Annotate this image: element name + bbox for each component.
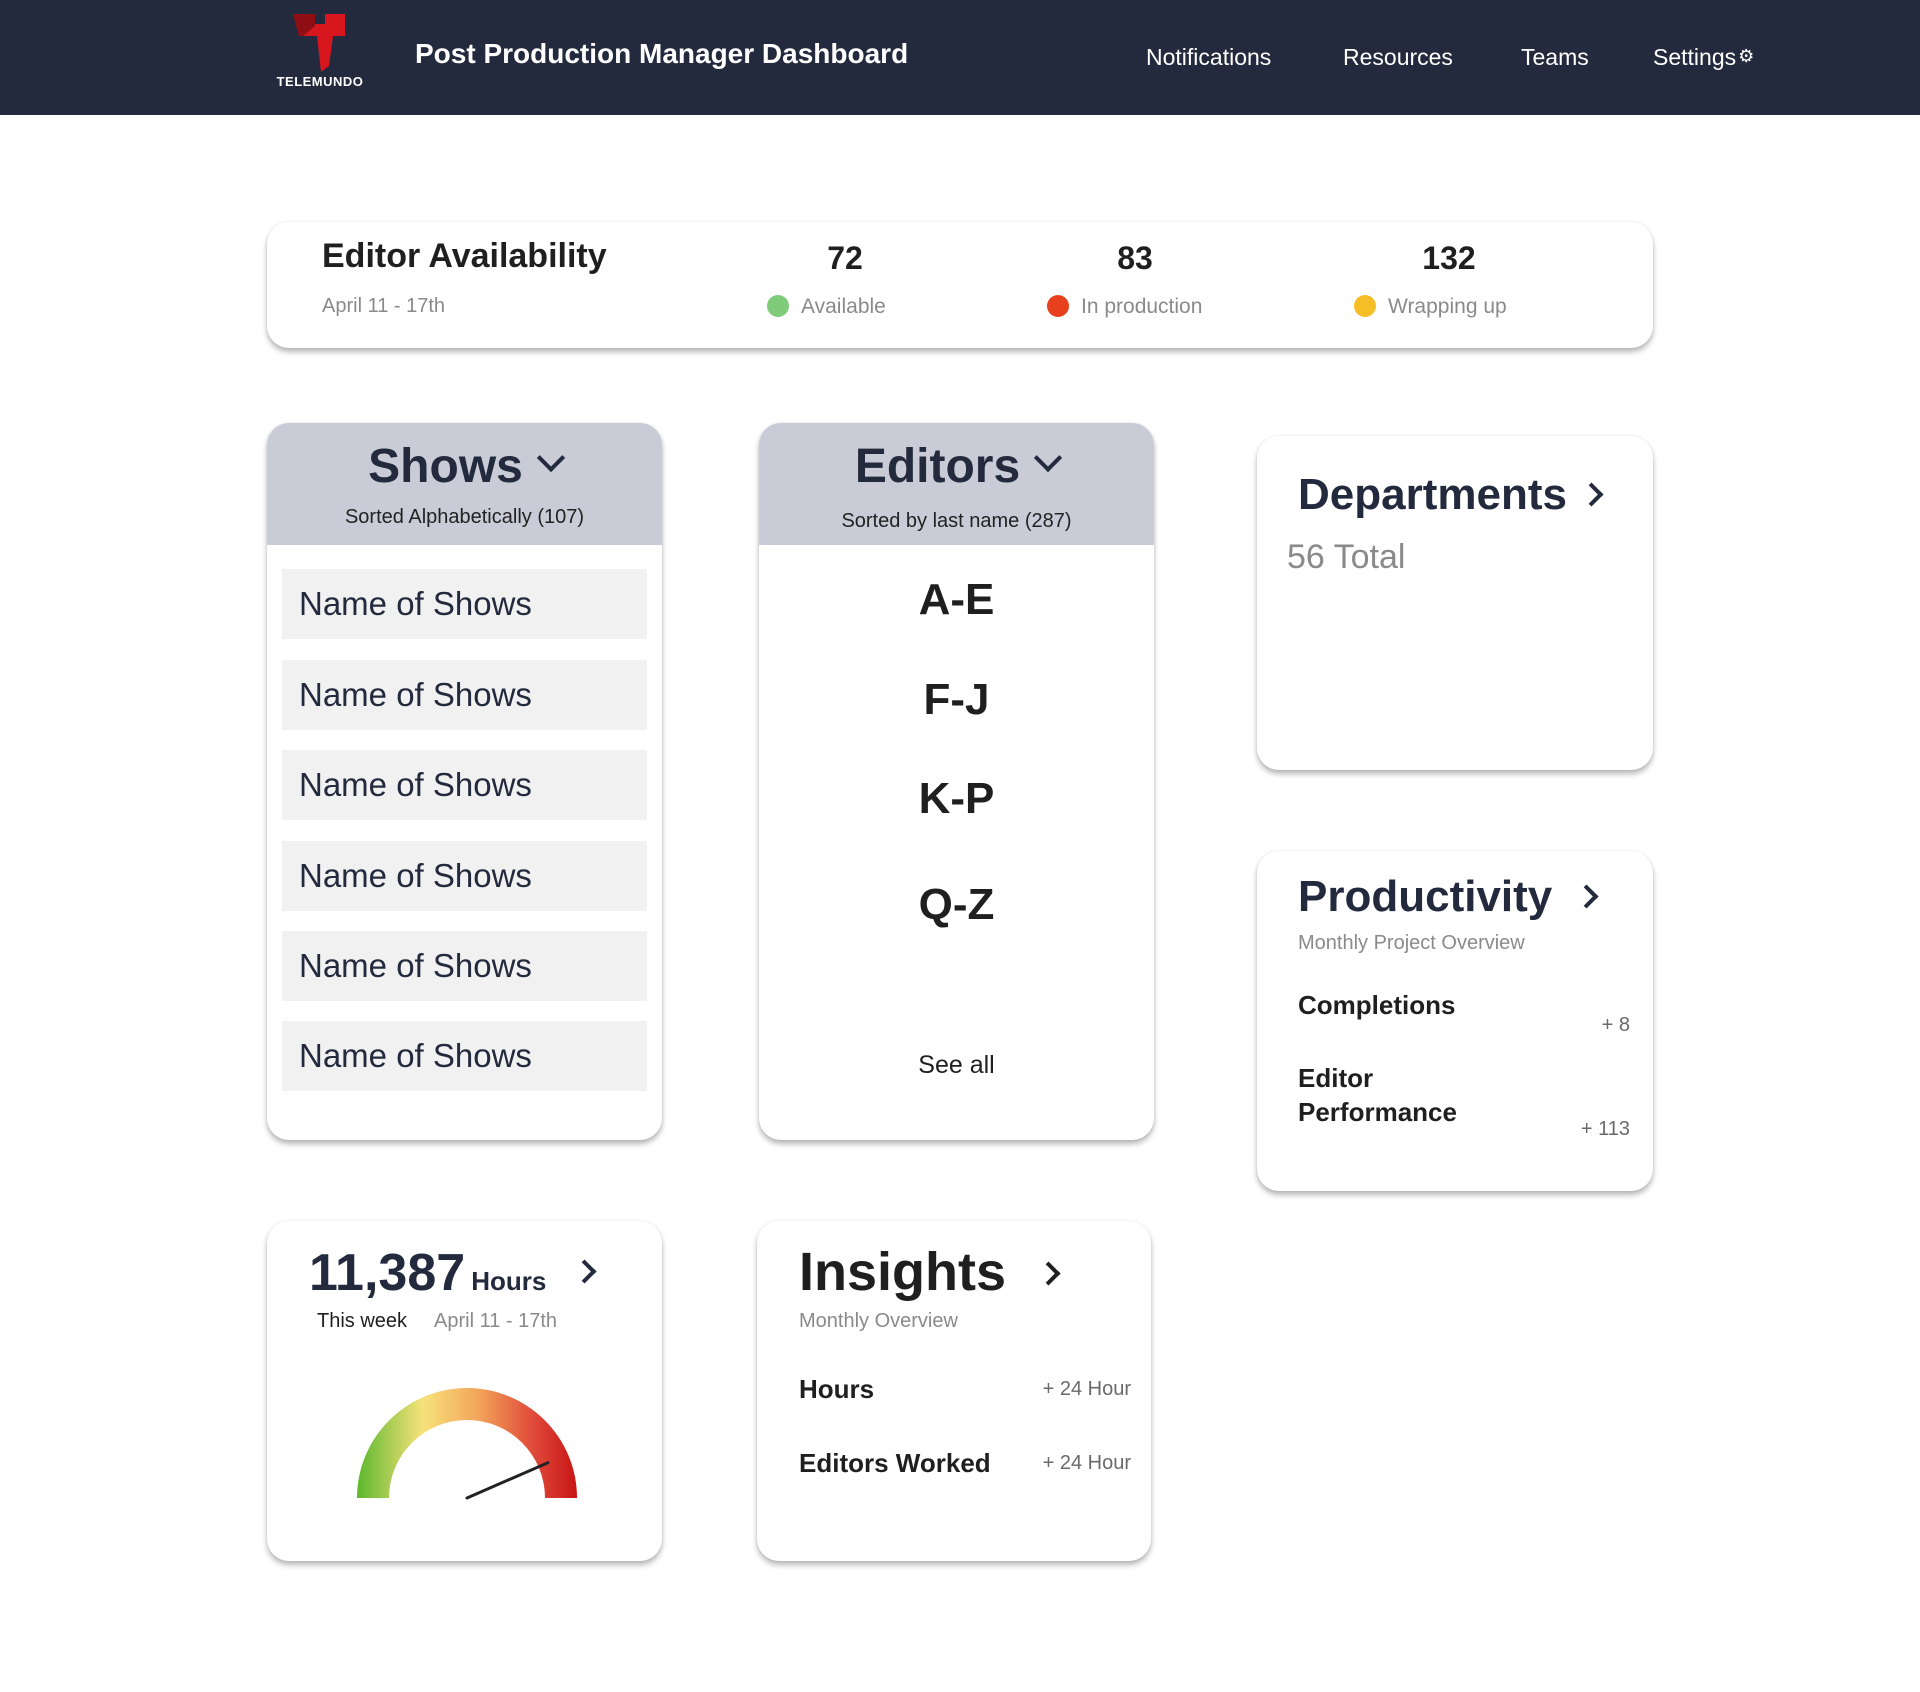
chevron-right-icon[interactable] [1036,1261,1061,1286]
editors-title: Editors [759,439,1154,494]
nav-teams[interactable]: Teams [1521,44,1589,70]
in-production-count: 83 [1117,240,1153,276]
show-list-item[interactable]: Name of Shows [282,841,647,911]
nav-settings[interactable]: Settings ⚙ [1653,44,1754,71]
availability-title: Editor Availability [322,237,607,275]
hours-total: 11,387 Hours [309,1243,597,1303]
chevron-down-icon[interactable] [536,443,565,473]
insights-editors-worked-value: + 24 Hour [1042,1452,1131,1474]
editors-range-q-z[interactable]: Q-Z [918,880,995,929]
available-status-dot [767,295,789,317]
show-list-item[interactable]: Name of Shows [282,750,647,820]
chevron-right-icon[interactable] [1574,884,1599,909]
productivity-title: Productivity [1298,872,1599,922]
shows-sort-label: Sorted Alphabetically (107) [344,506,585,528]
hours-period-label: This week [317,1310,408,1332]
available-count: 72 [827,240,863,276]
editors-card: Editors Sorted by last name (287) A-E F-… [759,423,1154,1140]
insights-editors-worked-label: Editors Worked [799,1448,991,1478]
editor-availability-card: Editor Availability April 11 - 17th 72 A… [267,222,1653,348]
insights-hours-label: Hours [799,1374,875,1404]
show-list-item[interactable]: Name of Shows [282,1021,647,1091]
hours-gauge [357,1388,577,1500]
shows-title-text: Shows [368,440,523,493]
hours-unit: Hours [471,1266,547,1296]
show-list-item[interactable]: Name of Shows [282,569,647,639]
hours-date-range: April 11 - 17th [434,1310,558,1332]
telemundo-t-logo-icon [293,14,345,72]
chevron-down-icon[interactable] [1034,443,1063,473]
in-production-label: In production [1081,295,1203,318]
chevron-right-icon[interactable] [1579,482,1604,507]
top-navigation-bar: TELEMUNDO Post Production Manager Dashbo… [0,0,1920,115]
departments-card[interactable]: Departments 56 Total [1257,436,1653,770]
editors-sort-label: Sorted by last name (287) [841,510,1072,532]
availability-date-range: April 11 - 17th [322,295,446,317]
editors-header[interactable]: Editors Sorted by last name (287) [759,423,1154,545]
nav-resources[interactable]: Resources [1343,44,1453,70]
telemundo-wordmark: TELEMUNDO [276,74,364,89]
app-title: Post Production Manager Dashboard [415,38,909,69]
gauge-arc [357,1388,577,1498]
nav-notifications[interactable]: Notifications [1146,44,1272,70]
completions-value: + 8 [1601,1014,1630,1036]
available-status: Available [767,295,886,319]
editor-performance-label-line2: Performance [1298,1097,1457,1127]
in-production-status: In production [1047,295,1202,319]
available-label: Available [801,295,886,318]
editors-range-k-p[interactable]: K-P [918,774,995,823]
completions-label: Completions [1298,990,1456,1020]
editor-performance-label: Editor Performance [1298,1061,1457,1129]
show-list-item[interactable]: Name of Shows [282,931,647,1001]
wrapping-up-status: Wrapping up [1354,295,1507,319]
shows-header[interactable]: Shows Sorted Alphabetically (107) [267,423,662,545]
departments-title-text: Departments [1298,470,1567,519]
weekly-hours-card[interactable]: 11,387 Hours This week April 11 - 17th [267,1221,662,1561]
insights-hours-value: + 24 Hour [1042,1378,1131,1400]
chevron-right-icon[interactable] [572,1259,597,1284]
wrapping-up-status-dot [1354,295,1376,317]
departments-title: Departments [1298,470,1604,520]
telemundo-logo[interactable]: TELEMUNDO [275,14,365,94]
show-list-item[interactable]: Name of Shows [282,660,647,730]
productivity-subtitle: Monthly Project Overview [1298,932,1525,954]
editors-range-f-j[interactable]: F-J [923,675,990,724]
editors-title-text: Editors [854,440,1021,493]
gauge-needle [465,1461,550,1500]
see-all-editors-link[interactable]: See all [918,1051,995,1079]
editor-performance-value: + 113 [1580,1118,1630,1140]
insights-subtitle: Monthly Overview [799,1310,958,1332]
hours-value: 11,387 [309,1244,466,1302]
shows-card: Shows Sorted Alphabetically (107) Name o… [267,423,662,1140]
insights-title: Insights [799,1241,1061,1303]
in-production-status-dot [1047,295,1069,317]
insights-title-text: Insights [799,1242,1007,1302]
gear-icon: ⚙ [1738,46,1755,66]
shows-title: Shows [267,439,662,494]
insights-card[interactable]: Insights Monthly Overview Hours + 24 Hou… [757,1221,1151,1561]
wrapping-up-label: Wrapping up [1388,295,1507,318]
wrapping-up-count: 132 [1422,240,1476,276]
editors-range-a-e[interactable]: A-E [918,575,995,624]
productivity-card[interactable]: Productivity Monthly Project Overview Co… [1257,851,1653,1191]
nav-settings-label: Settings [1653,44,1737,70]
editor-performance-label-line1: Editor [1298,1063,1374,1093]
productivity-title-text: Productivity [1298,872,1553,921]
departments-total: 56 Total [1287,538,1406,576]
